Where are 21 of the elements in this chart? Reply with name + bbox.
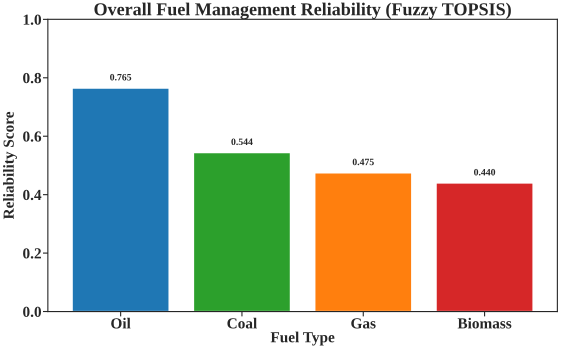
- bar: [314, 172, 412, 312]
- y-tick-label: 0.8: [23, 72, 42, 84]
- x-tick-label: Coal: [227, 318, 257, 329]
- data-label: 0.765: [110, 74, 132, 81]
- chart-title: Overall Fuel Management Reliability (Fuzzy TOPSIS): [94, 2, 511, 20]
- bar: [71, 87, 170, 312]
- x-tick-label: Biomass: [458, 318, 512, 329]
- y-tick-label: 0.4: [23, 190, 42, 200]
- y-axis-title: Reliability Score: [3, 112, 17, 220]
- y-tick-label: 0.0: [23, 306, 42, 318]
- data-label: 0.440: [474, 168, 496, 176]
- data-label: 0.475: [352, 158, 374, 166]
- bar: [435, 182, 534, 312]
- data-label: 0.544: [231, 138, 253, 146]
- y-tick-label: 0.2: [23, 248, 41, 259]
- x-tick-label: Gas: [351, 318, 376, 329]
- y-tick-label: 0.6: [23, 131, 42, 142]
- y-tick-label: 1.0: [24, 14, 42, 25]
- x-tick-label: Oil: [111, 318, 131, 329]
- x-axis-title: Fuel Type: [270, 332, 334, 346]
- bar: [192, 152, 292, 312]
